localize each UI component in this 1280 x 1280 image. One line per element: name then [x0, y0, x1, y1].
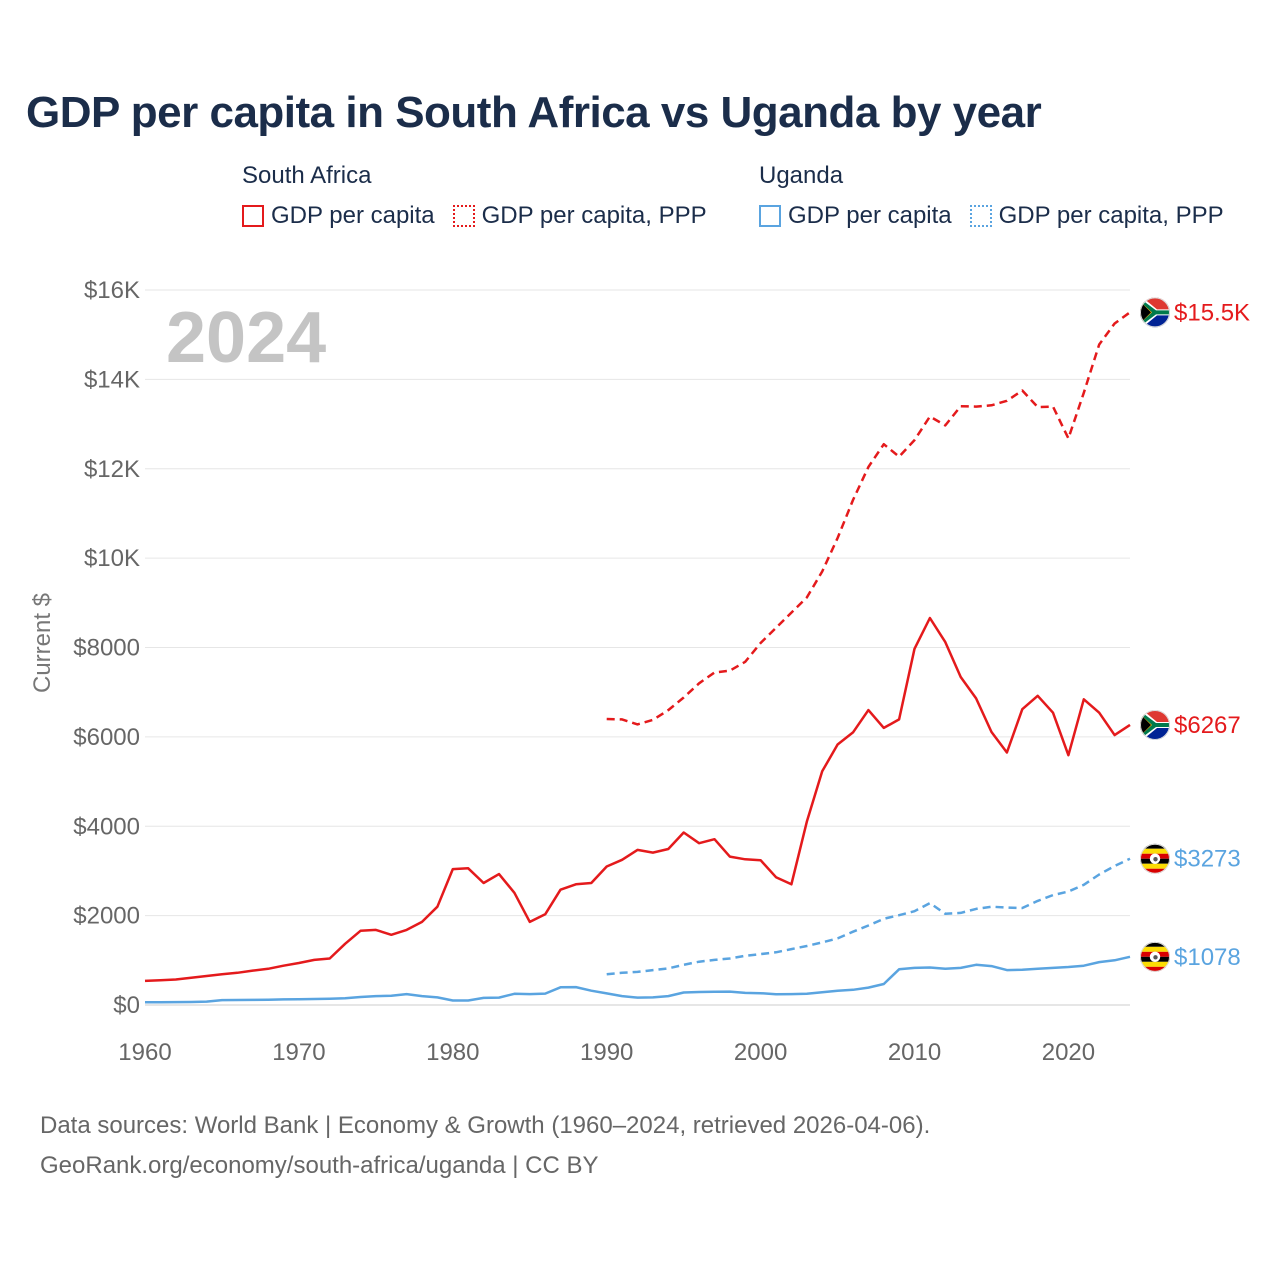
legend-swatch-solid-icon [242, 205, 264, 227]
legend-item-south-africa-gdp[interactable]: GDP per capita [242, 202, 435, 230]
x-tick-label: 1960 [118, 1039, 171, 1066]
legend-label: GDP per capita, PPP [998, 202, 1224, 229]
x-tick-label: 1990 [580, 1039, 633, 1066]
footer-sources: Data sources: World Bank | Economy & Gro… [40, 1112, 931, 1139]
legend-group-south-africa: South Africa GDP per capita GDP per capi… [242, 162, 707, 230]
y-tick-label: $8000 [73, 635, 140, 662]
x-tick-label: 2000 [734, 1039, 787, 1066]
x-tick-label: 1970 [272, 1039, 325, 1066]
x-tick-label: 2010 [888, 1039, 941, 1066]
footer-attribution: GeoRank.org/economy/south-africa/uganda … [40, 1152, 599, 1179]
y-tick-label: $14K [84, 366, 140, 393]
series-line-south-africa-gdp-per-capita-ppp [606, 311, 1131, 726]
footer: Data sources: World Bank | Economy & Gro… [40, 1106, 930, 1186]
legend-item-uganda-gdp-ppp[interactable]: GDP per capita, PPP [969, 202, 1224, 230]
end-label-uganda-gdp-per-capita: $1078 [1174, 944, 1241, 971]
y-tick-label: $16K [84, 277, 140, 304]
year-watermark: 2024 [166, 298, 326, 378]
legend-swatch-dotted-icon [452, 205, 475, 227]
end-label-south-africa-gdp-per-capita: $6267 [1174, 712, 1241, 739]
legend-item-south-africa-gdp-ppp[interactable]: GDP per capita, PPP [452, 202, 707, 230]
x-tick-label: 2020 [1042, 1039, 1095, 1066]
y-axis-title: Current $ [29, 593, 56, 693]
chart-title: GDP per capita in South Africa vs Uganda… [26, 88, 1042, 137]
legend-label: GDP per capita [271, 202, 435, 229]
legend-group-uganda: Uganda GDP per capita GDP per capita, PP… [759, 162, 1224, 230]
y-tick-label: $4000 [73, 813, 140, 840]
y-tick-label: $0 [113, 992, 140, 1019]
legend-label: GDP per capita [788, 202, 952, 229]
legend-group-title: South Africa [242, 162, 372, 189]
series-line-south-africa-gdp-per-capita [144, 616, 1131, 983]
y-tick-label: $6000 [73, 724, 140, 751]
grid-lines [145, 289, 1130, 1006]
series-line-uganda-gdp-per-capita-ppp [606, 857, 1131, 976]
south-africa-flag-icon [1140, 708, 1172, 742]
end-label-south-africa-gdp-per-capita-ppp: $15.5K [1174, 299, 1250, 326]
axes: $0 $2000 $4000 $6000 $8000 $10K $12K $14K $16K 19… [73, 277, 1095, 1066]
y-tick-label: $2000 [73, 903, 140, 930]
y-tick-label: $12K [84, 456, 140, 483]
x-tick-label: 1980 [426, 1039, 479, 1066]
legend-label: GDP per capita, PPP [481, 202, 707, 229]
legend-group-title: Uganda [759, 162, 844, 189]
uganda-flag-icon [1140, 942, 1170, 972]
legend-item-uganda-gdp[interactable]: GDP per capita [759, 202, 952, 230]
south-africa-flag-icon [1140, 295, 1172, 329]
y-tick-label: $10K [84, 545, 140, 572]
end-label-uganda-gdp-per-capita-ppp: $3273 [1174, 846, 1241, 873]
series-line-uganda-gdp-per-capita [144, 955, 1131, 1004]
uganda-flag-icon [1140, 844, 1170, 874]
series-lines [144, 311, 1131, 1004]
legend-swatch-solid-icon [759, 205, 781, 227]
end-labels: $6267 $15.5K $1078 $3273 [1140, 295, 1250, 971]
legend-swatch-dotted-icon [969, 205, 992, 227]
